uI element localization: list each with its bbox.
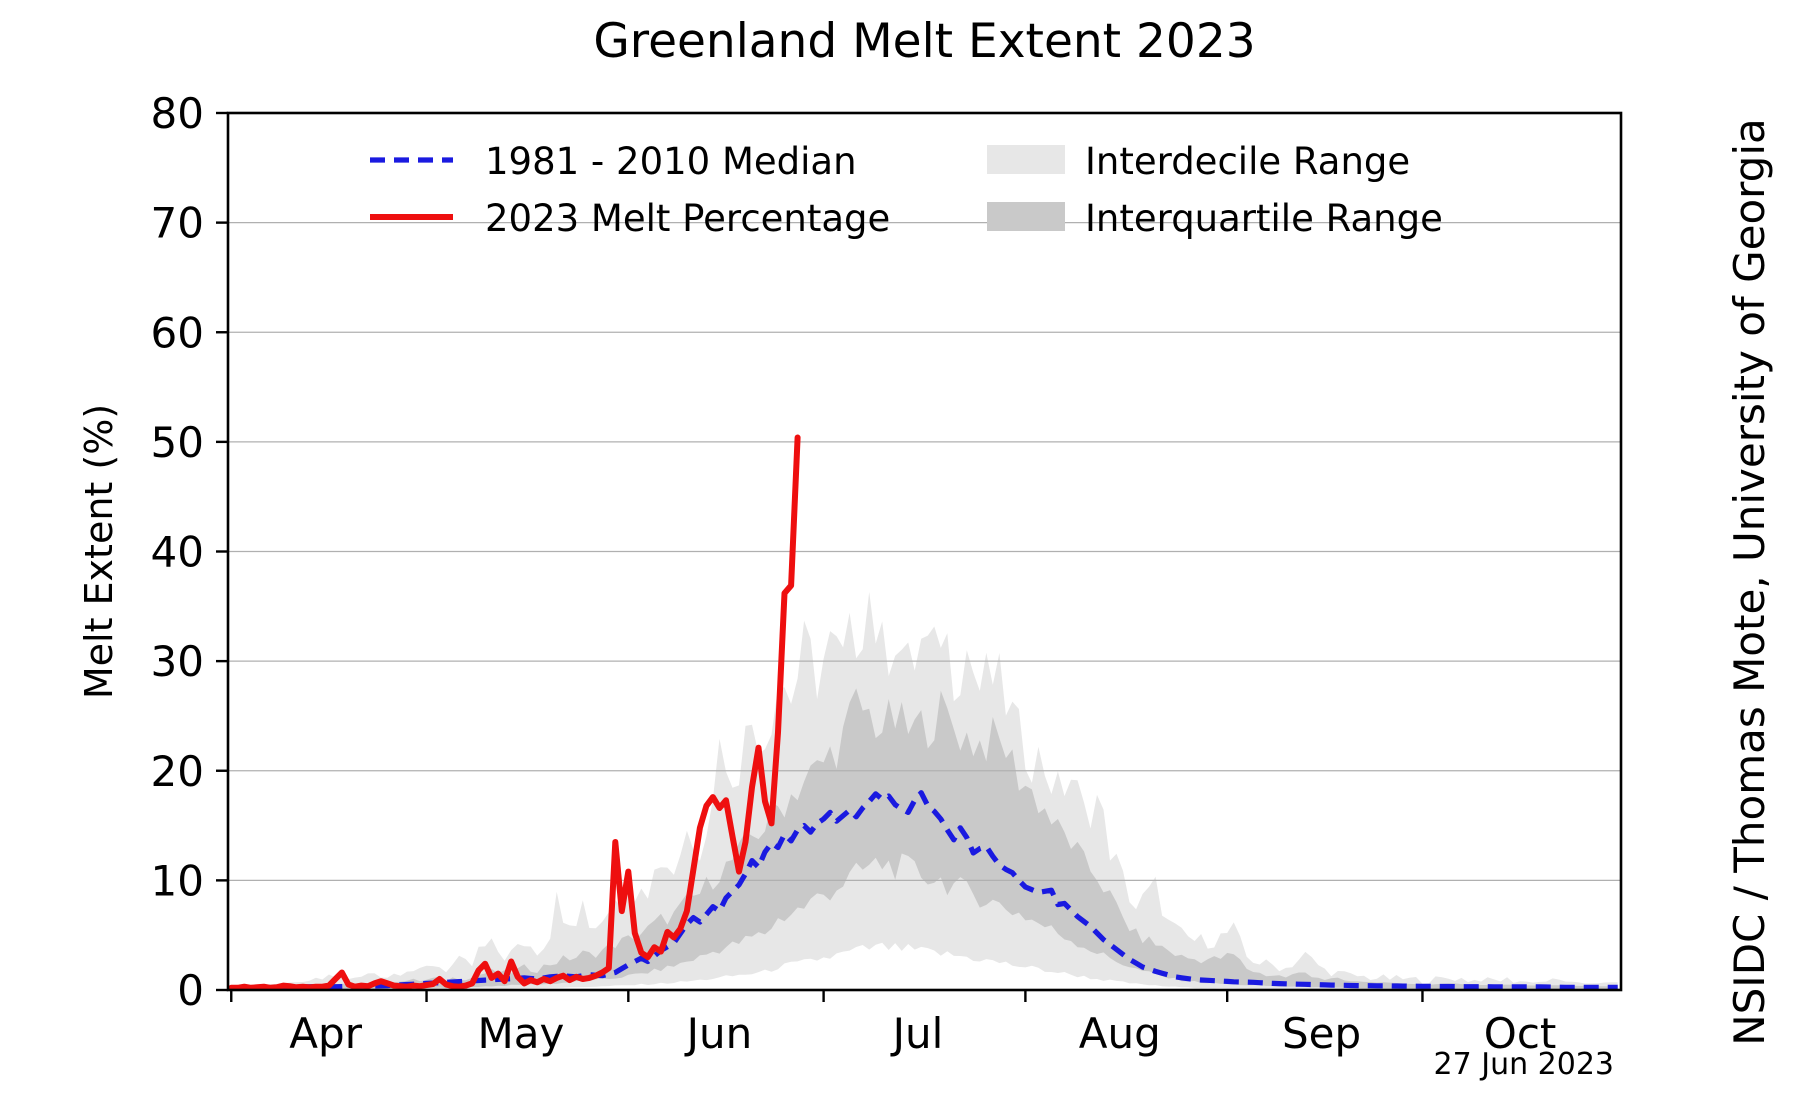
y-axis-label: Melt Extent (%) <box>77 404 121 699</box>
legend-label-melt: 2023 Melt Percentage <box>485 197 890 240</box>
x-tick-label-Jun: Jun <box>684 1009 753 1058</box>
legend-label-interquartile: Interquartile Range <box>1085 197 1443 240</box>
y-tick-label-0: 0 <box>177 966 204 1015</box>
y-tick-label-30: 30 <box>151 637 204 686</box>
x-tick-label-Apr: Apr <box>289 1009 362 1058</box>
y-tick-label-80: 80 <box>151 89 204 138</box>
y-tick-label-60: 60 <box>151 308 204 357</box>
x-tick-label-Jul: Jul <box>890 1009 944 1058</box>
y-tick-label-50: 50 <box>151 418 204 467</box>
datestamp-text: 27 Jun 2023 <box>1434 1047 1614 1082</box>
legend-interquartile-patch <box>987 202 1065 231</box>
y-tick-label-10: 10 <box>151 856 204 905</box>
melt-2023-line <box>228 434 801 990</box>
y-tick-label-70: 70 <box>151 199 204 248</box>
legend-interdecile-patch <box>987 145 1065 174</box>
interquartile-band <box>231 688 1618 990</box>
y-tick-label-40: 40 <box>151 528 204 577</box>
median-line <box>231 790 1618 990</box>
legend-label-interdecile: Interdecile Range <box>1085 140 1410 183</box>
x-tick-label-Sep: Sep <box>1282 1009 1361 1058</box>
x-tick-label-May: May <box>477 1009 564 1058</box>
credit-text: NSIDC / Thomas Mote, University of Georg… <box>1725 118 1774 1046</box>
chart-title: Greenland Melt Extent 2023 <box>593 14 1255 69</box>
x-tick-label-Oct: Oct <box>1484 1009 1557 1058</box>
y-tick-label-20: 20 <box>151 747 204 796</box>
legend-label-median: 1981 - 2010 Median <box>485 140 857 183</box>
x-tick-label-Aug: Aug <box>1079 1009 1161 1058</box>
